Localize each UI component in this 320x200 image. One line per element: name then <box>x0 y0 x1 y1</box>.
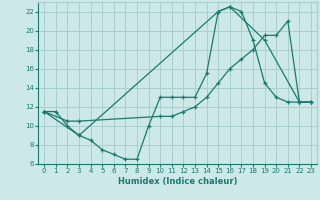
X-axis label: Humidex (Indice chaleur): Humidex (Indice chaleur) <box>118 177 237 186</box>
